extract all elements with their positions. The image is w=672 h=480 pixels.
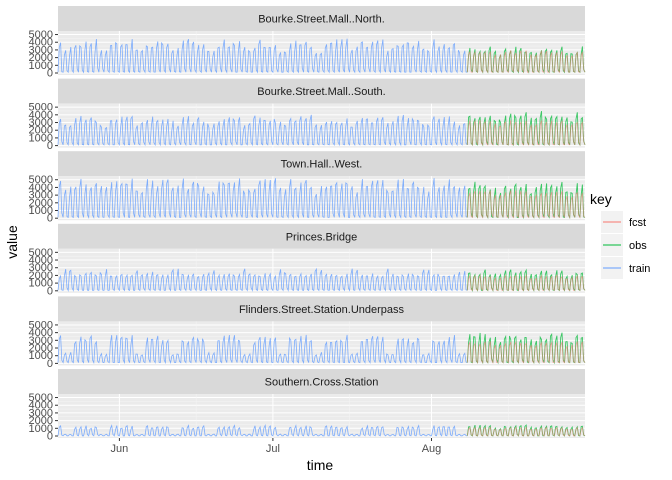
facet-strip-label: Bourke.Street.Mall..North. xyxy=(258,14,385,26)
y-tick-label: 2000 xyxy=(29,52,53,64)
x-tick-label: Jun xyxy=(111,443,129,455)
y-tick-label: 3000 xyxy=(29,407,53,419)
legend: key fcst obs train xyxy=(590,191,650,279)
facet-strip xyxy=(58,369,585,394)
y-tick-label: 4000 xyxy=(29,182,53,194)
y-tick-label: 1000 xyxy=(29,60,53,72)
y-tick-label: 5000 xyxy=(29,247,53,259)
y-tick-label: 4000 xyxy=(29,255,53,267)
y-tick-label: 5000 xyxy=(29,29,53,41)
facet-panels: Bourke.Street.Mall..North.01000200030004… xyxy=(29,6,586,443)
series-fcst xyxy=(466,49,586,74)
y-tick-label: 3000 xyxy=(29,335,53,347)
series-train xyxy=(57,178,468,219)
facet-strip xyxy=(58,296,585,322)
legend-label: fcst xyxy=(629,217,646,229)
y-tick-label: 4000 xyxy=(29,327,53,339)
y-tick-label: 2000 xyxy=(29,125,53,137)
y-tick-label: 3000 xyxy=(29,44,53,56)
facet-panel: Bourke.Street.Mall..North. 01000200030004… xyxy=(29,6,586,80)
y-tick-label: 1000 xyxy=(29,205,53,217)
y-tick-label: 1000 xyxy=(29,132,53,144)
legend-title: key xyxy=(590,191,612,207)
facet-strip-label: Princes.Bridge xyxy=(286,231,358,243)
y-tick-label: 2000 xyxy=(29,415,53,427)
facet-strip-label: Town.Hall..West. xyxy=(281,159,363,171)
facet-strip xyxy=(58,78,585,104)
y-tick-label: 0 xyxy=(47,285,53,297)
series-fcst xyxy=(466,120,586,147)
x-axis-title: time xyxy=(307,457,334,473)
y-tick-label: 0 xyxy=(47,213,53,225)
x-tick-label: Aug xyxy=(422,443,442,455)
x-axis: Jun Jul Aug xyxy=(111,438,442,455)
facet-strip-label: Flinders.Street.Station.Underpass xyxy=(239,304,405,316)
series-train xyxy=(57,114,468,147)
y-tick-label: 5000 xyxy=(29,319,53,331)
facet-strip xyxy=(58,6,585,31)
y-tick-label: 0 xyxy=(47,68,53,80)
y-tick-label: 2000 xyxy=(29,343,53,355)
y-tick-label: 1000 xyxy=(29,423,53,435)
y-tick-label: 1000 xyxy=(29,350,53,362)
y-tick-label: 0 xyxy=(47,431,53,443)
x-tick-label: Jul xyxy=(266,443,280,455)
series-fcst xyxy=(466,190,586,219)
y-tick-label: 3000 xyxy=(29,117,53,129)
y-tick-label: 5000 xyxy=(29,102,53,114)
series-train xyxy=(57,424,468,437)
y-tick-label: 4000 xyxy=(29,109,53,121)
y-tick-label: 5000 xyxy=(29,174,53,186)
facet-panel: Bourke.Street.Mall..South. 01000200030004… xyxy=(29,78,586,152)
y-tick-label: 0 xyxy=(47,140,53,152)
series-fcst xyxy=(466,273,586,292)
legend-label: obs xyxy=(629,240,647,252)
y-tick-label: 1000 xyxy=(29,278,53,290)
facet-strip-label: Bourke.Street.Mall..South. xyxy=(257,86,385,98)
series-train xyxy=(57,38,468,74)
facet-panel: Flinders.Street.Station.Underpass 0100020… xyxy=(29,296,586,370)
series-fcst xyxy=(466,340,586,365)
y-tick-label: 2000 xyxy=(29,270,53,282)
y-tick-label: 2000 xyxy=(29,197,53,209)
facet-strip xyxy=(58,151,585,177)
series-fcst xyxy=(466,426,586,437)
y-tick-label: 3000 xyxy=(29,262,53,274)
y-tick-label: 0 xyxy=(47,358,53,370)
legend-label: train xyxy=(629,263,650,275)
facet-strip-label: Southern.Cross.Station xyxy=(265,377,379,389)
y-tick-label: 3000 xyxy=(29,190,53,202)
y-tick-label: 5000 xyxy=(29,392,53,404)
facet-panel: Southern.Cross.Station 010002000300040005… xyxy=(29,369,586,443)
y-tick-label: 4000 xyxy=(29,400,53,412)
series-train xyxy=(57,334,468,365)
y-tick-label: 4000 xyxy=(29,37,53,49)
series-train xyxy=(57,267,468,292)
facet-strip xyxy=(58,223,585,249)
y-axis-title: value xyxy=(4,225,20,259)
